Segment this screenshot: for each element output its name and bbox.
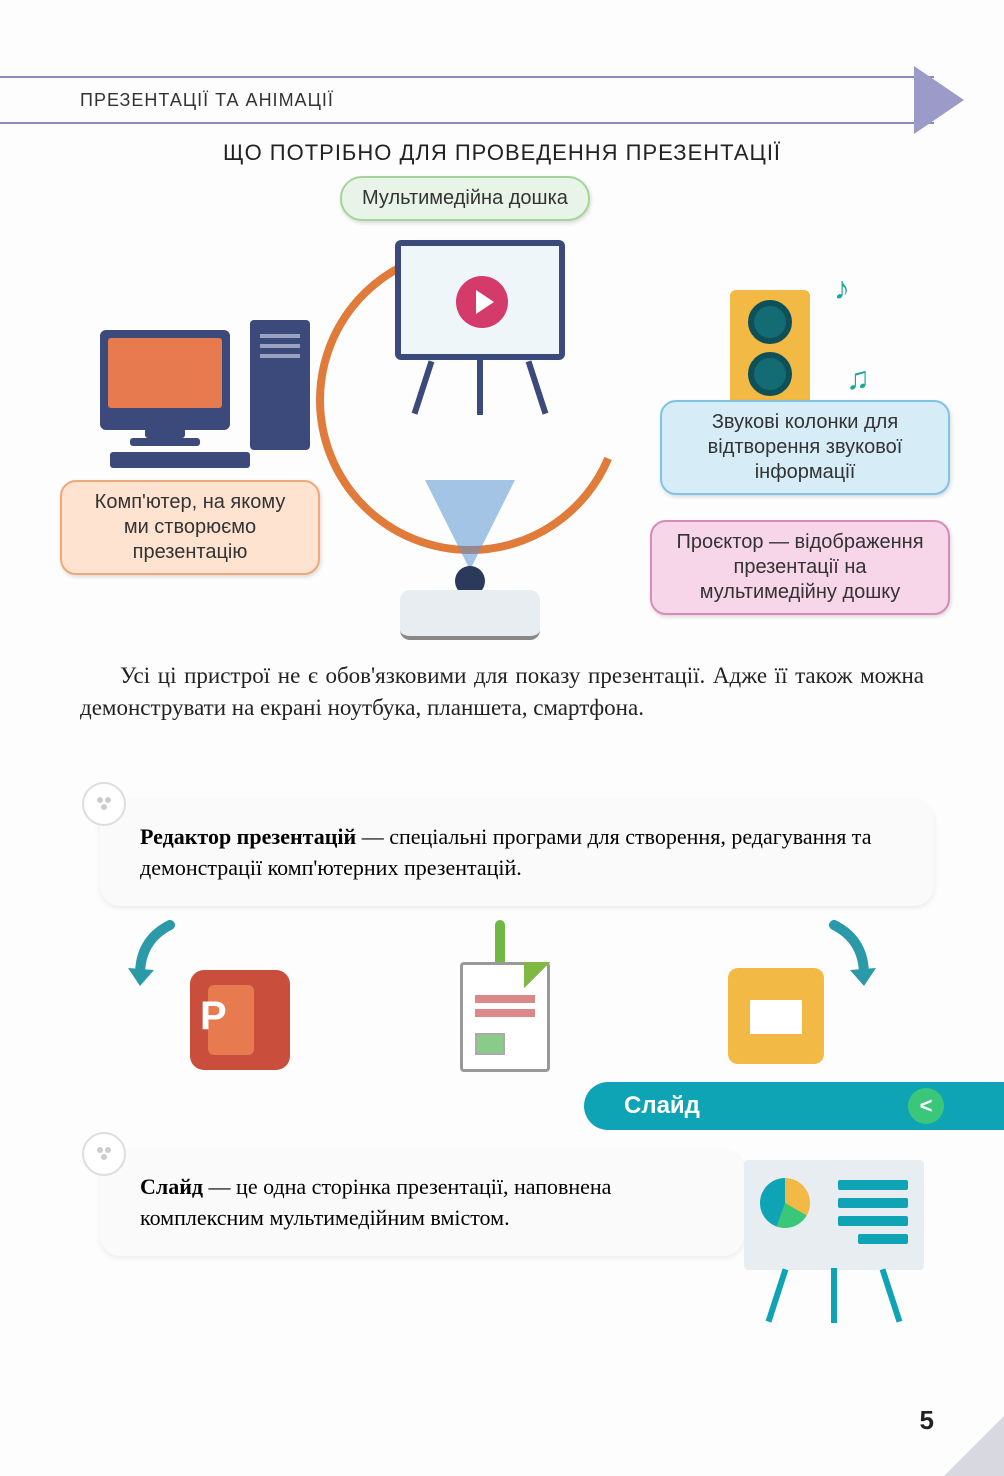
equipment-diagram: Мультимедійна дошка Комп'ютер, на [60,170,940,650]
group-icon [82,1132,126,1176]
keyboard-icon [110,452,250,468]
projector-beam-icon [425,480,515,570]
label-projector: Проєктор — відображення презентації на м… [650,520,950,615]
google-slides-icon [728,968,824,1064]
definition-term: Слайд [140,1174,203,1199]
libreoffice-impress-icon [460,962,550,1072]
speaker-icon [730,290,810,410]
group-icon [82,782,126,826]
powerpoint-letter: P [200,994,227,1039]
easel-legs [410,360,550,420]
app-icons-row: P [0,950,1004,1080]
slide-easel-icon [744,1160,924,1320]
computer-icon [100,310,320,470]
definition-editor: Редактор презентацій — спеціальні програ… [100,800,934,906]
body-paragraph: Усі ці пристрої не є обов'язковими для п… [80,660,924,724]
label-computer: Комп'ютер, на якому ми створюємо презент… [60,480,320,575]
textbook-page: ПРЕЗЕНТАЦІЇ ТА АНІМАЦІЇ ЩО ПОТРІБНО ДЛЯ … [0,0,1004,1476]
header-rule-bottom [0,122,934,124]
definition-slide: Слайд — це одна сторінка презентації, на… [100,1150,744,1256]
paragraph-text: Усі ці пристрої не є обов'язковими для п… [80,663,924,720]
label-multimedia-board: Мультимедійна дошка [340,176,590,221]
text-line-icon [838,1180,908,1190]
pie-chart-icon [760,1178,810,1228]
chevron-left-icon: < [908,1088,944,1124]
easel-screen [395,240,565,360]
slide-section-tab: Слайд < [584,1082,1004,1130]
label-speakers: Звукові колонки для відтворення звукової… [660,400,950,495]
multimedia-board-icon [380,240,580,410]
music-note-icon: ♪ [834,270,850,307]
slide-screen [744,1160,924,1270]
section-title: ЩО ПОТРІБНО ДЛЯ ПРОВЕДЕННЯ ПРЕЗЕНТАЦІЇ [0,140,1004,166]
header-arrow-icon [914,66,964,134]
header-rule-top [0,76,934,78]
slide-tab-label: Слайд [624,1092,700,1120]
projector-body-icon [400,590,540,640]
music-note-icon: ♫ [846,360,870,397]
play-icon [456,276,508,328]
definition-text: Редактор презентацій — спеціальні програ… [140,824,871,880]
monitor-icon [100,330,230,430]
easel-legs [764,1268,904,1318]
page-corner-decoration [944,1416,1004,1476]
chapter-label: ПРЕЗЕНТАЦІЇ ТА АНІМАЦІЇ [80,90,334,111]
definition-term: Редактор презентацій [140,824,356,849]
page-number: 5 [920,1405,934,1436]
text-line-icon [858,1234,908,1244]
definition-rest: — це одна сторінка презентації, наповнен… [140,1174,611,1230]
text-line-icon [838,1198,908,1208]
definition-text: Слайд — це одна сторінка презентації, на… [140,1174,611,1230]
powerpoint-icon: P [190,970,290,1070]
projector-icon [360,480,580,640]
pc-tower-icon [250,320,310,450]
text-line-icon [838,1216,908,1226]
